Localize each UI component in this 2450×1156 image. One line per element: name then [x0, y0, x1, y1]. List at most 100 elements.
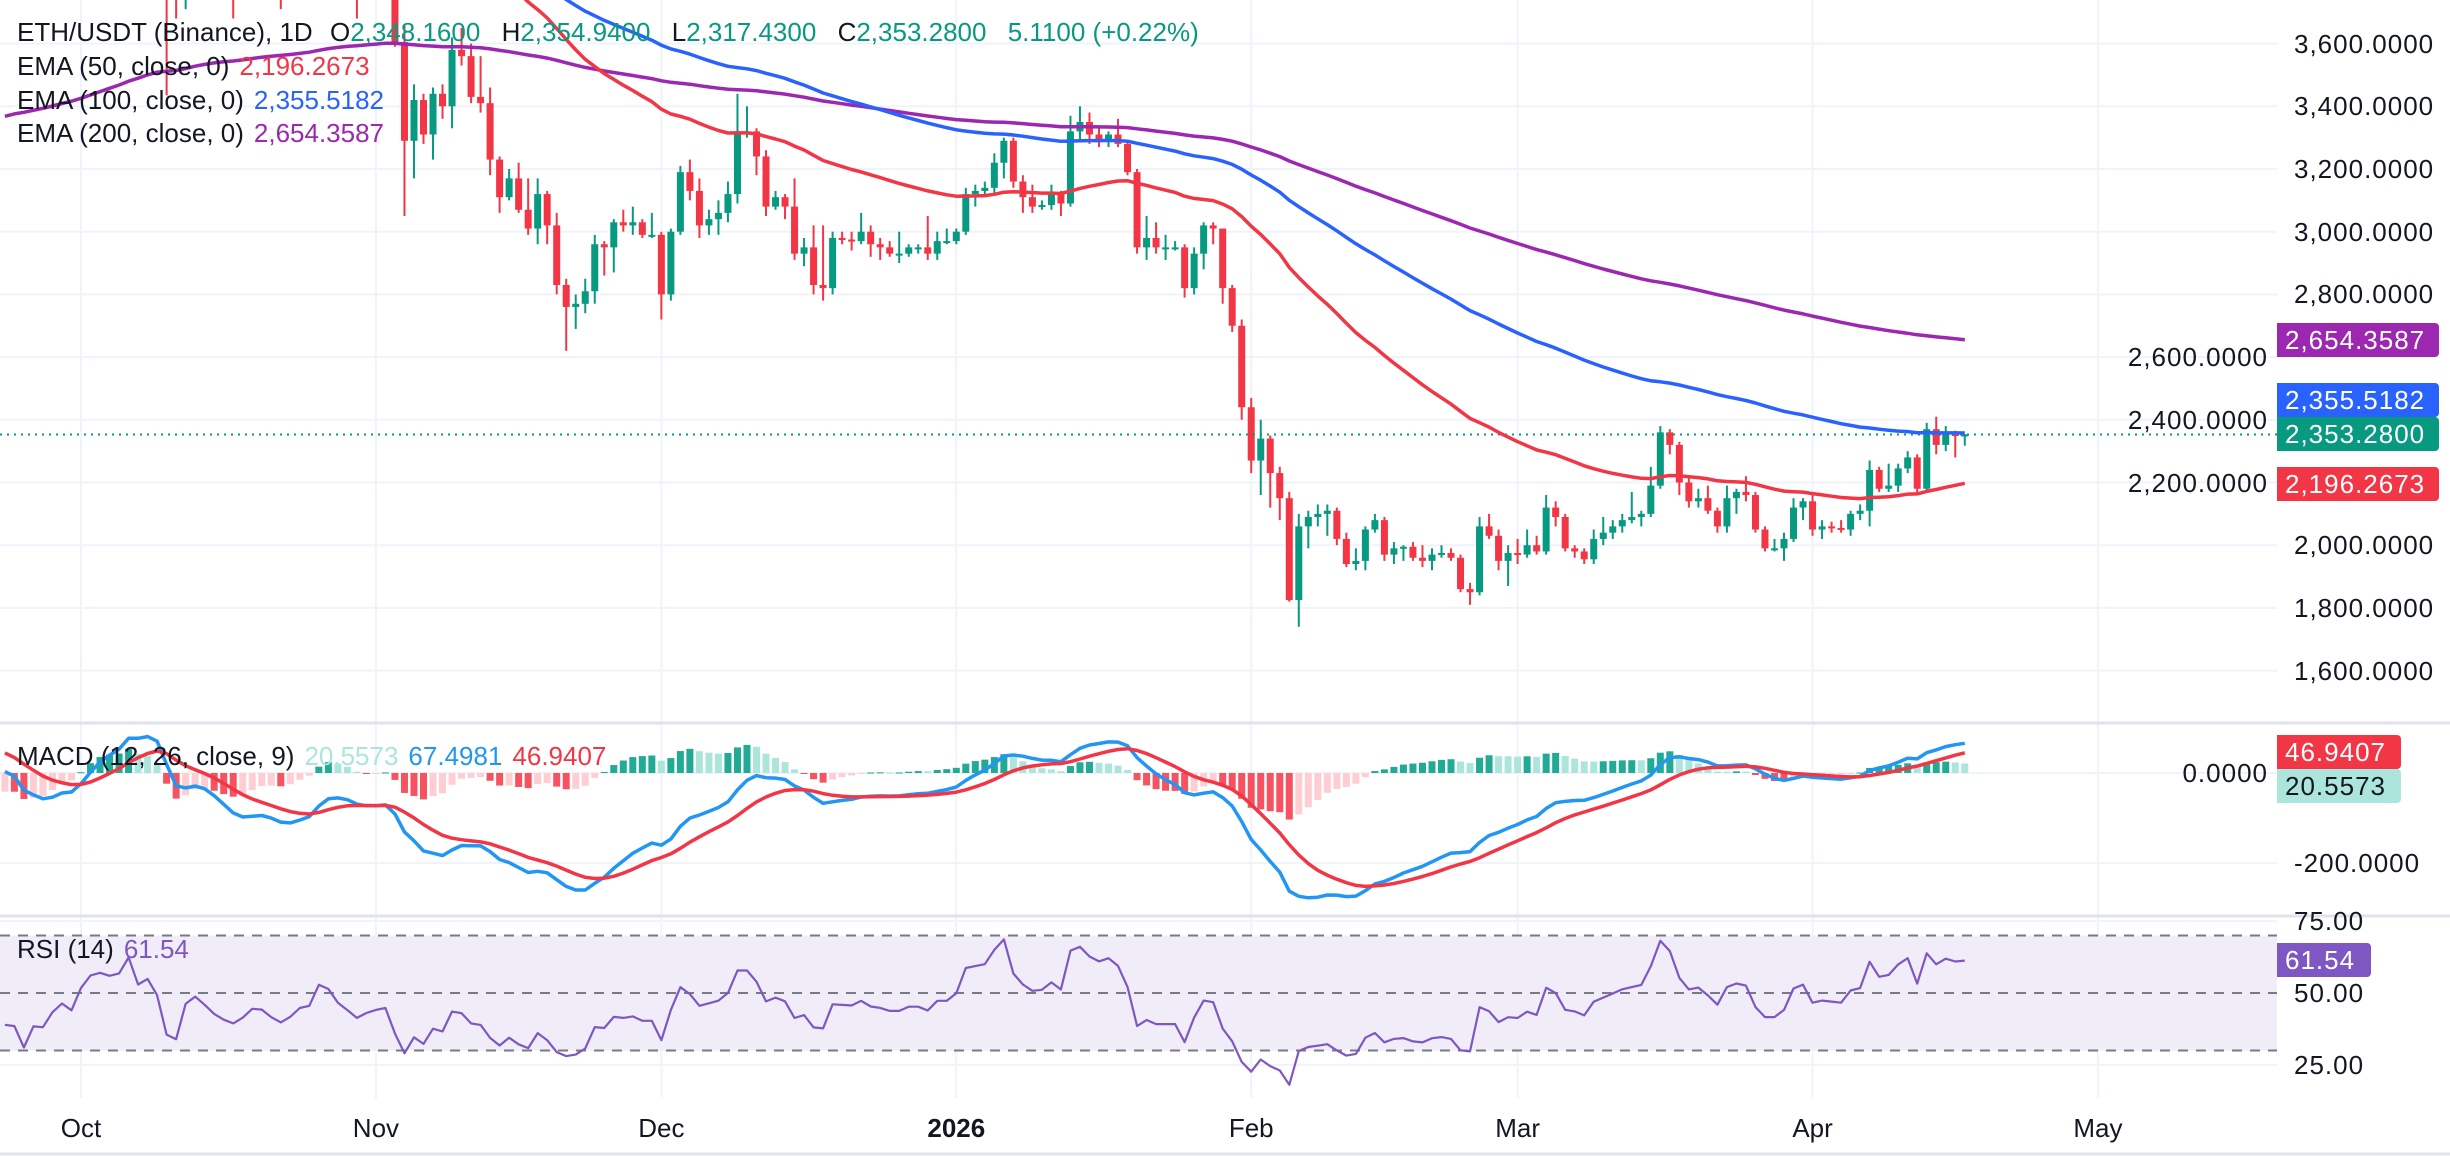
candle-up[interactable]: [1399, 546, 1407, 549]
candle-down[interactable]: [1152, 237, 1160, 248]
candle-down[interactable]: [1133, 172, 1141, 248]
candle-up[interactable]: [933, 241, 941, 254]
candle-up[interactable]: [1371, 520, 1379, 530]
ema50-legend[interactable]: EMA (50, close, 0) 2,196.2673: [17, 50, 380, 83]
candle-down[interactable]: [1209, 225, 1217, 229]
candle-down[interactable]: [439, 93, 447, 107]
candle-up[interactable]: [1942, 432, 1950, 445]
rsi-legend[interactable]: RSI (14) 61.54: [17, 933, 199, 966]
candle-up[interactable]: [1732, 491, 1740, 499]
candle-up[interactable]: [1428, 554, 1436, 561]
candle-down[interactable]: [1666, 432, 1674, 445]
candle-down[interactable]: [1675, 444, 1683, 483]
candle-down[interactable]: [886, 247, 894, 254]
candle-down[interactable]: [1514, 553, 1522, 556]
candle-down[interactable]: [1571, 548, 1579, 552]
candle-up[interactable]: [1723, 498, 1731, 527]
candle-down[interactable]: [1285, 498, 1293, 601]
candle-up[interactable]: [1590, 538, 1598, 560]
candle-down[interactable]: [477, 96, 485, 104]
candle-down[interactable]: [543, 194, 551, 226]
candle-down[interactable]: [1009, 140, 1017, 182]
macd-signal-line[interactable]: [4, 746, 1966, 889]
candle-down[interactable]: [1533, 545, 1541, 552]
candle-up[interactable]: [943, 241, 951, 244]
candle-up[interactable]: [1162, 247, 1170, 250]
candle-up[interactable]: [1637, 513, 1645, 517]
candle-up[interactable]: [1818, 526, 1826, 530]
candle-up[interactable]: [1609, 526, 1617, 533]
candle-up[interactable]: [1200, 225, 1208, 254]
candle-down[interactable]: [1485, 526, 1493, 536]
candle-up[interactable]: [534, 194, 542, 229]
candle-down[interactable]: [420, 100, 428, 135]
candle-down[interactable]: [791, 206, 799, 254]
candle-down[interactable]: [1837, 527, 1845, 530]
candle-up[interactable]: [610, 222, 618, 248]
candle-up[interactable]: [800, 247, 808, 254]
candle-down[interactable]: [810, 247, 818, 285]
candle-up[interactable]: [505, 178, 513, 198]
candle-up[interactable]: [981, 187, 989, 191]
ema100-line[interactable]: [5, 0, 1965, 435]
candle-up[interactable]: [572, 303, 580, 307]
candle-up[interactable]: [1038, 205, 1046, 208]
candle-up[interactable]: [1790, 507, 1798, 539]
candle-down[interactable]: [1095, 134, 1103, 141]
candle-up[interactable]: [1352, 560, 1360, 565]
candle-down[interactable]: [1828, 526, 1836, 529]
candle-up[interactable]: [905, 247, 913, 254]
candle-up[interactable]: [895, 253, 903, 256]
candle-up[interactable]: [1847, 513, 1855, 530]
candle-up[interactable]: [429, 93, 437, 135]
candle-down[interactable]: [924, 247, 932, 254]
macd-legend[interactable]: MACD (12, 26, close, 9) 20.5573 67.4981 46.…: [17, 740, 616, 773]
candle-down[interactable]: [1342, 538, 1350, 565]
candle-up[interactable]: [1000, 140, 1008, 163]
candle-down[interactable]: [1875, 469, 1883, 489]
candle-up[interactable]: [1304, 516, 1312, 527]
candle-down[interactable]: [1809, 501, 1817, 530]
price-pane[interactable]: [0, 0, 2277, 627]
candle-down[interactable]: [1704, 498, 1712, 511]
candle-up[interactable]: [962, 194, 970, 232]
candle-down[interactable]: [1913, 457, 1921, 489]
candle-up[interactable]: [1856, 510, 1864, 514]
candle-down[interactable]: [1219, 228, 1227, 289]
candle-down[interactable]: [1495, 535, 1503, 561]
rsi-line[interactable]: [4, 938, 1965, 1086]
candle-down[interactable]: [562, 284, 570, 307]
candle-down[interactable]: [467, 56, 475, 97]
candle-up[interactable]: [1647, 485, 1655, 514]
macd-line[interactable]: [4, 734, 1966, 900]
candle-down[interactable]: [1409, 546, 1417, 558]
candle-up[interactable]: [1799, 501, 1807, 508]
candle-up[interactable]: [857, 231, 865, 242]
candle-up[interactable]: [1504, 553, 1512, 561]
candle-up[interactable]: [1390, 548, 1398, 555]
candle-down[interactable]: [1247, 407, 1255, 461]
candle-up[interactable]: [772, 197, 780, 207]
macd-pane[interactable]: [1, 734, 1969, 900]
candle-down[interactable]: [819, 284, 827, 289]
candle-down[interactable]: [486, 103, 494, 160]
ema100-legend[interactable]: EMA (100, close, 0) 2,355.5182: [17, 84, 394, 117]
candle-down[interactable]: [600, 244, 608, 248]
ema50-line[interactable]: [5, 0, 1966, 501]
candle-down[interactable]: [1276, 473, 1284, 499]
candle-down[interactable]: [1380, 520, 1388, 555]
candle-up[interactable]: [724, 194, 732, 213]
candle-up[interactable]: [676, 172, 684, 232]
candle-down[interactable]: [553, 225, 561, 285]
ema200-legend[interactable]: EMA (200, close, 0) 2,654.3587: [17, 117, 394, 150]
candle-down[interactable]: [1457, 557, 1465, 590]
ema200-line[interactable]: [4, 41, 1965, 342]
candle-up[interactable]: [990, 162, 998, 188]
candle-down[interactable]: [695, 190, 703, 226]
candle-down[interactable]: [1552, 507, 1560, 517]
candle-up[interactable]: [971, 190, 979, 195]
candle-up[interactable]: [1866, 469, 1874, 511]
candle-down[interactable]: [1266, 438, 1274, 474]
candle-up[interactable]: [448, 49, 456, 107]
symbol-title[interactable]: ETH/USDT (Binance), 1D: [17, 17, 313, 47]
